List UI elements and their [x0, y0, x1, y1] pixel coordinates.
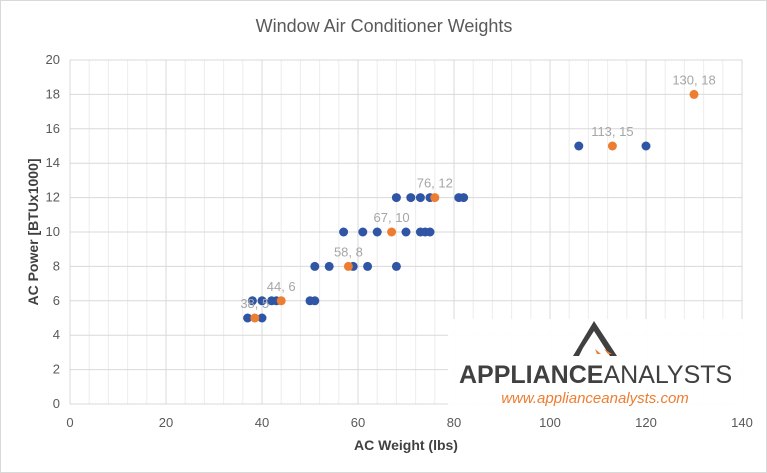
y-tick-label: 8 — [53, 258, 60, 273]
watermark-brand: APPLIANCEANALYSTS — [459, 361, 732, 389]
y-tick-label: 2 — [53, 362, 60, 377]
y-tick-label: 4 — [53, 327, 60, 342]
data-point — [343, 261, 353, 271]
data-point — [363, 261, 373, 271]
data-point — [372, 227, 382, 237]
x-tick-label: 20 — [159, 415, 173, 430]
data-label: 113, 15 — [591, 124, 633, 139]
data-point — [425, 227, 435, 237]
y-tick-label: 10 — [46, 224, 60, 239]
data-label: 38, 5 — [240, 296, 269, 311]
data-point — [324, 261, 334, 271]
data-point — [641, 141, 651, 151]
roof-logo-icon — [573, 321, 617, 356]
x-tick-label: 80 — [447, 415, 461, 430]
brand-light: ANALYSTS — [603, 361, 732, 389]
data-label: 58, 8 — [334, 244, 363, 259]
data-point — [391, 193, 401, 203]
data-label: 44, 6 — [267, 279, 296, 294]
data-point — [415, 193, 425, 203]
y-tick-label: 20 — [46, 52, 60, 67]
data-point — [459, 193, 469, 203]
x-tick-label: 0 — [66, 415, 73, 430]
data-label: 67, 10 — [374, 210, 410, 225]
data-point — [247, 296, 257, 306]
x-tick-label: 60 — [351, 415, 365, 430]
data-label: 130, 18 — [672, 72, 715, 87]
x-axis-title: AC Weight (lbs) — [354, 437, 458, 453]
y-tick-label: 14 — [46, 155, 60, 170]
data-point — [406, 193, 416, 203]
brand-bold: APPLIANCE — [459, 361, 603, 389]
y-tick-label: 12 — [46, 190, 60, 205]
data-point — [607, 141, 617, 151]
y-tick-label: 0 — [53, 396, 60, 411]
data-point — [257, 313, 267, 323]
data-point — [310, 296, 320, 306]
data-point — [257, 296, 267, 306]
data-point — [339, 227, 349, 237]
x-tick-label: 140 — [731, 415, 753, 430]
watermark-url: www.applianceanalysts.com — [501, 390, 689, 407]
chart-title: Window Air Conditioner Weights — [256, 16, 513, 36]
x-tick-label: 40 — [255, 415, 269, 430]
data-point — [574, 141, 584, 151]
y-tick-label: 16 — [46, 121, 60, 136]
data-point — [430, 193, 440, 203]
data-point — [401, 227, 411, 237]
data-point — [391, 261, 401, 271]
data-point — [358, 227, 368, 237]
x-tick-label: 100 — [539, 415, 561, 430]
data-point — [250, 313, 260, 323]
data-label: 76, 12 — [417, 176, 453, 191]
y-axis-title: AC Power [BTUx1000] — [25, 158, 41, 305]
y-tick-label: 18 — [46, 86, 60, 101]
data-point — [310, 261, 320, 271]
data-point — [276, 296, 286, 306]
logo-accent-icon — [595, 349, 612, 354]
data-point — [387, 227, 397, 237]
watermark-logo: APPLIANCEANALYSTS www.applianceanalysts.… — [448, 319, 746, 411]
x-tick-label: 120 — [635, 415, 657, 430]
data-point — [689, 89, 699, 99]
data-point — [243, 313, 253, 323]
y-tick-label: 6 — [53, 293, 60, 308]
